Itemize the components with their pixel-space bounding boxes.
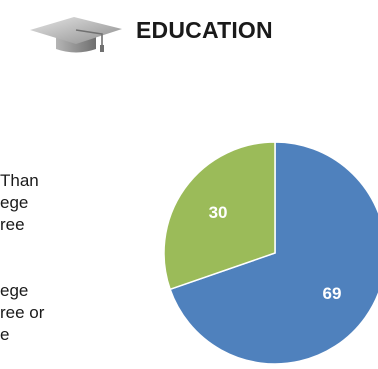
pie-slice-label-0: 69	[323, 284, 342, 303]
legend-item-line: ree	[0, 215, 25, 234]
legend-item-line: ree or	[0, 303, 45, 322]
legend-item-line: Than	[0, 171, 39, 190]
header: EDUCATION	[0, 0, 378, 70]
legend-item-line: ege	[0, 193, 29, 212]
page-title: EDUCATION	[136, 17, 273, 43]
legend-item-line: ege	[0, 281, 29, 300]
legend-item: ege ree or e	[0, 280, 90, 346]
pie-slice-0	[169, 141, 378, 365]
pie-slice-1	[163, 141, 276, 291]
legend-item: Than ege ree	[0, 170, 90, 236]
graduation-cap-icon	[30, 17, 122, 53]
pie-slice-label-1: 30	[209, 203, 228, 222]
legend-item-line: e	[0, 325, 10, 344]
